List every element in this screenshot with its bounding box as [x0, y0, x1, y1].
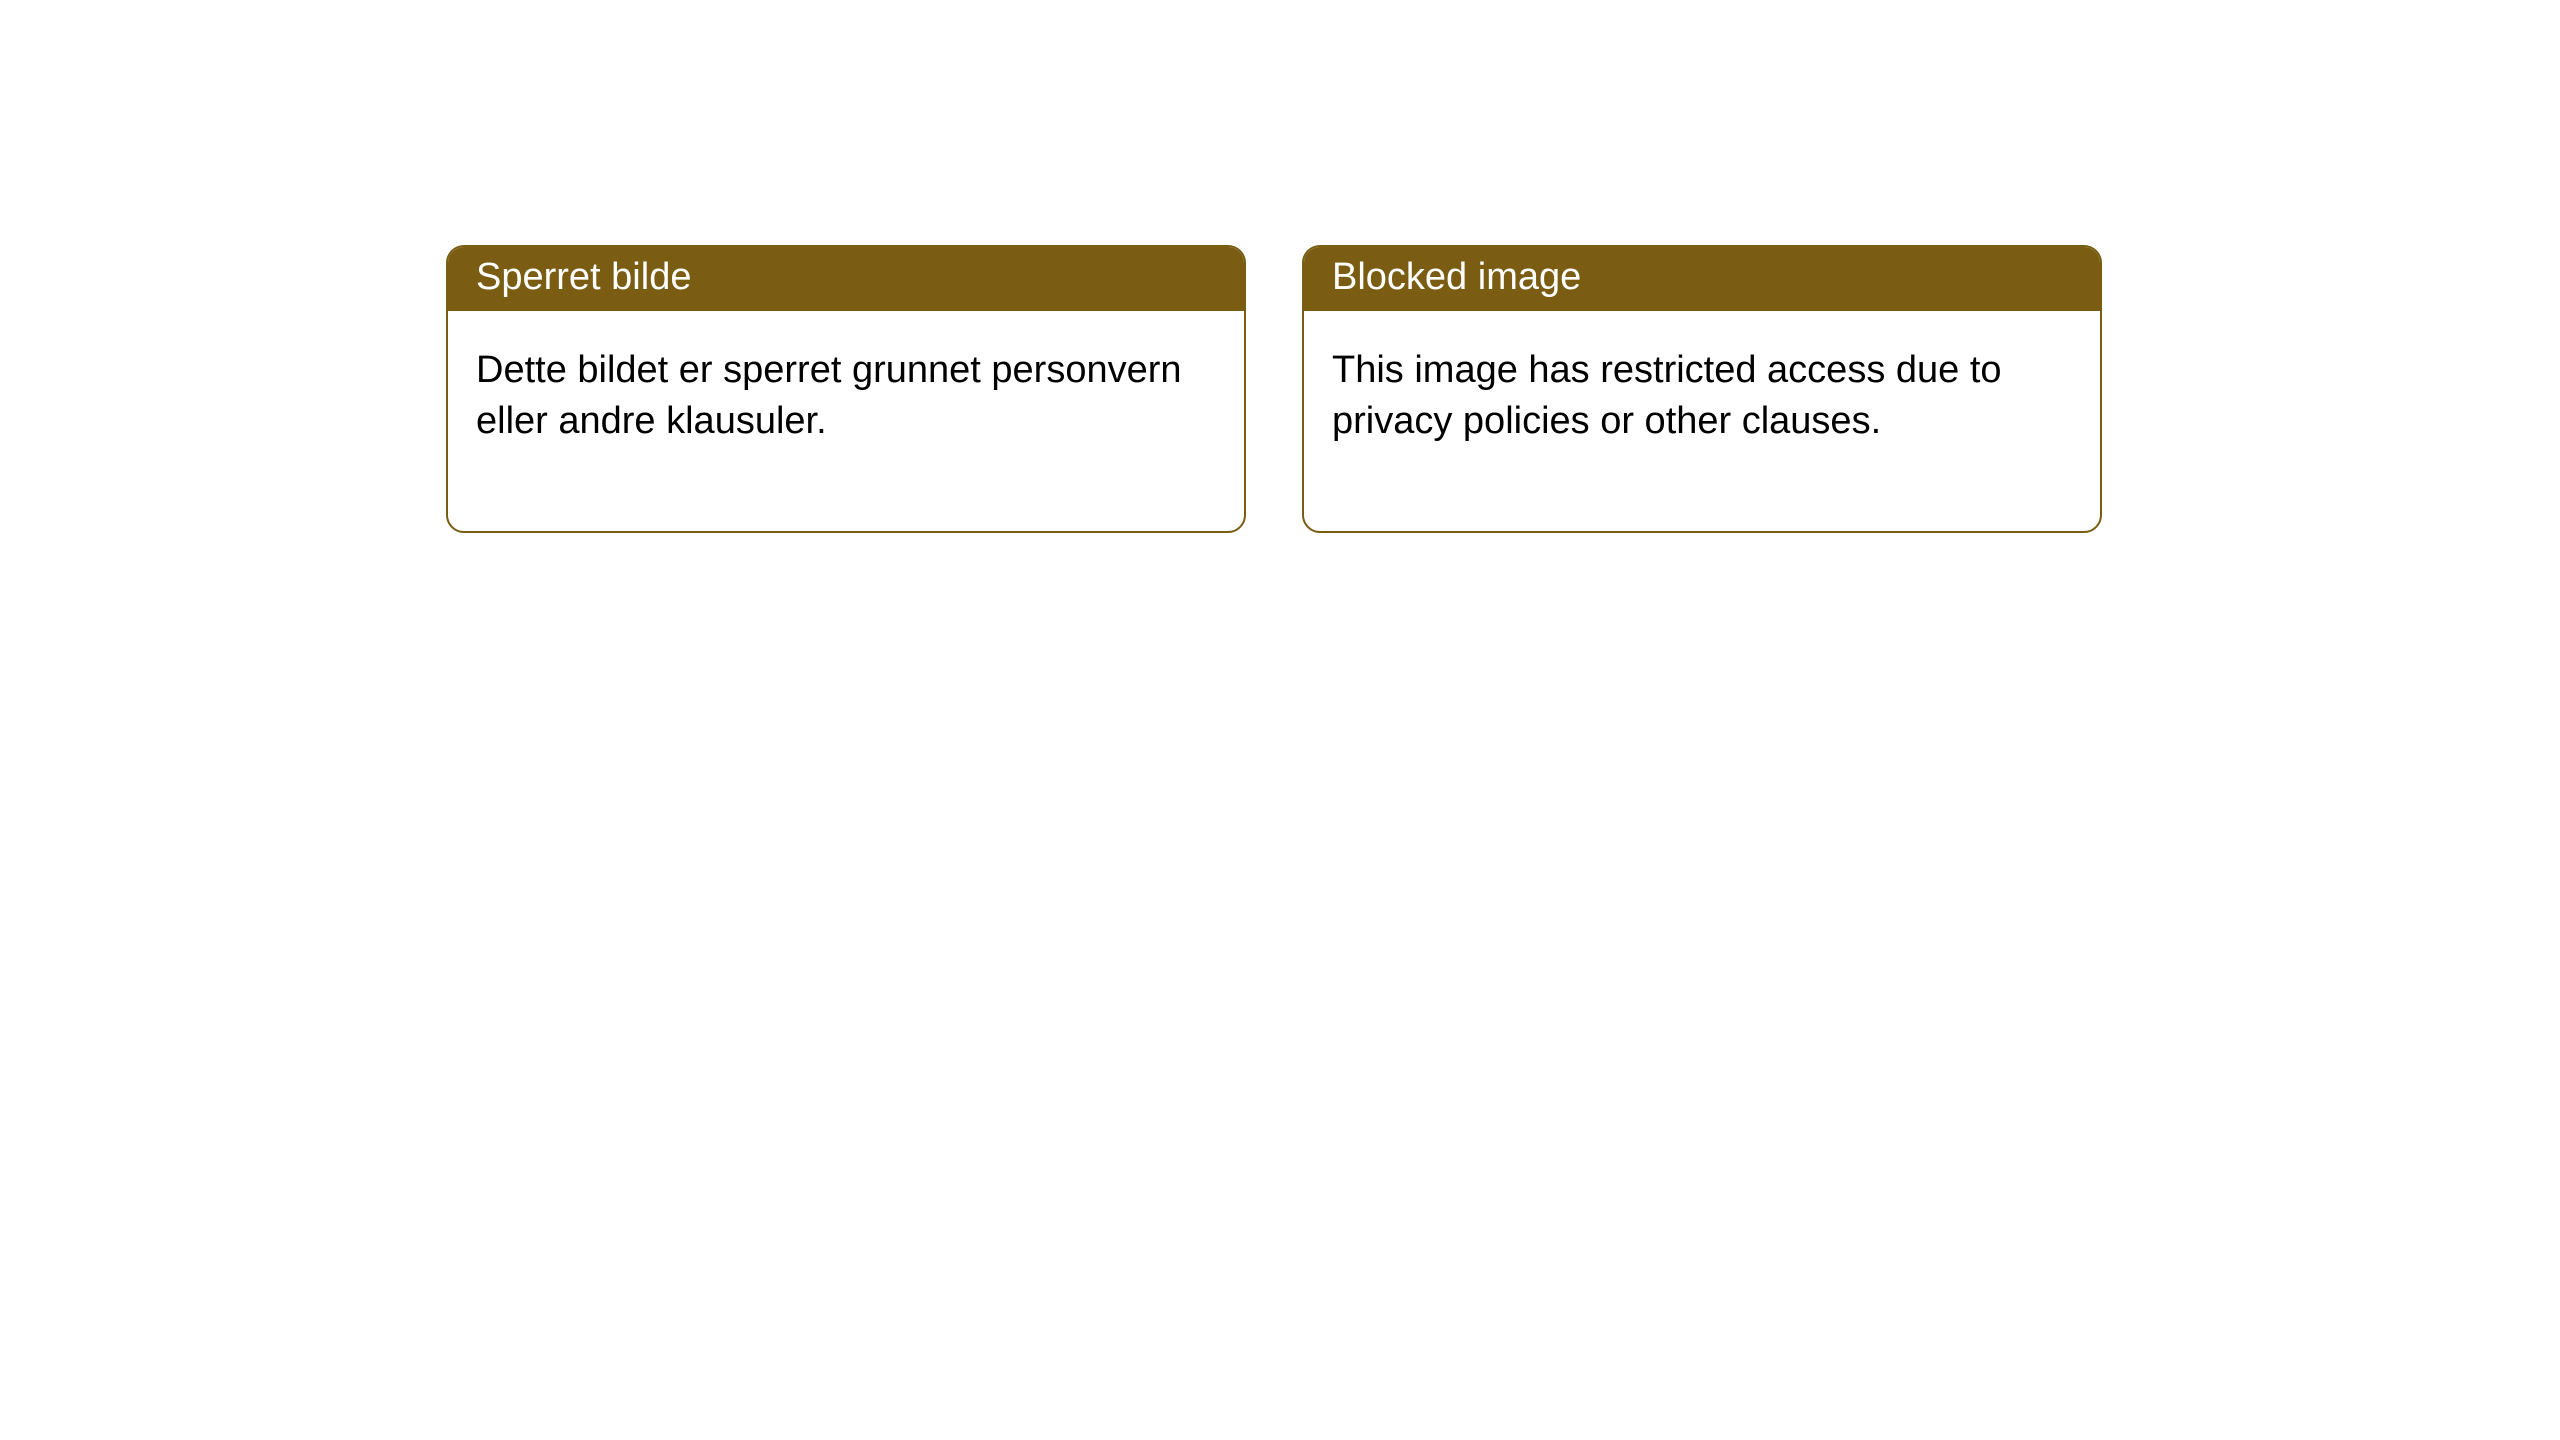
card-body-text: Dette bildet er sperret grunnet personve… [476, 349, 1182, 442]
card-body: This image has restricted access due to … [1304, 311, 2100, 531]
notice-card-english: Blocked image This image has restricted … [1302, 245, 2102, 533]
notice-card-norwegian: Sperret bilde Dette bildet er sperret gr… [446, 245, 1246, 533]
card-body-text: This image has restricted access due to … [1332, 349, 2002, 442]
notice-container: Sperret bilde Dette bildet er sperret gr… [0, 0, 2560, 533]
card-header: Blocked image [1304, 247, 2100, 311]
card-body: Dette bildet er sperret grunnet personve… [448, 311, 1244, 531]
card-title: Sperret bilde [476, 256, 691, 298]
card-title: Blocked image [1332, 256, 1581, 298]
card-header: Sperret bilde [448, 247, 1244, 311]
